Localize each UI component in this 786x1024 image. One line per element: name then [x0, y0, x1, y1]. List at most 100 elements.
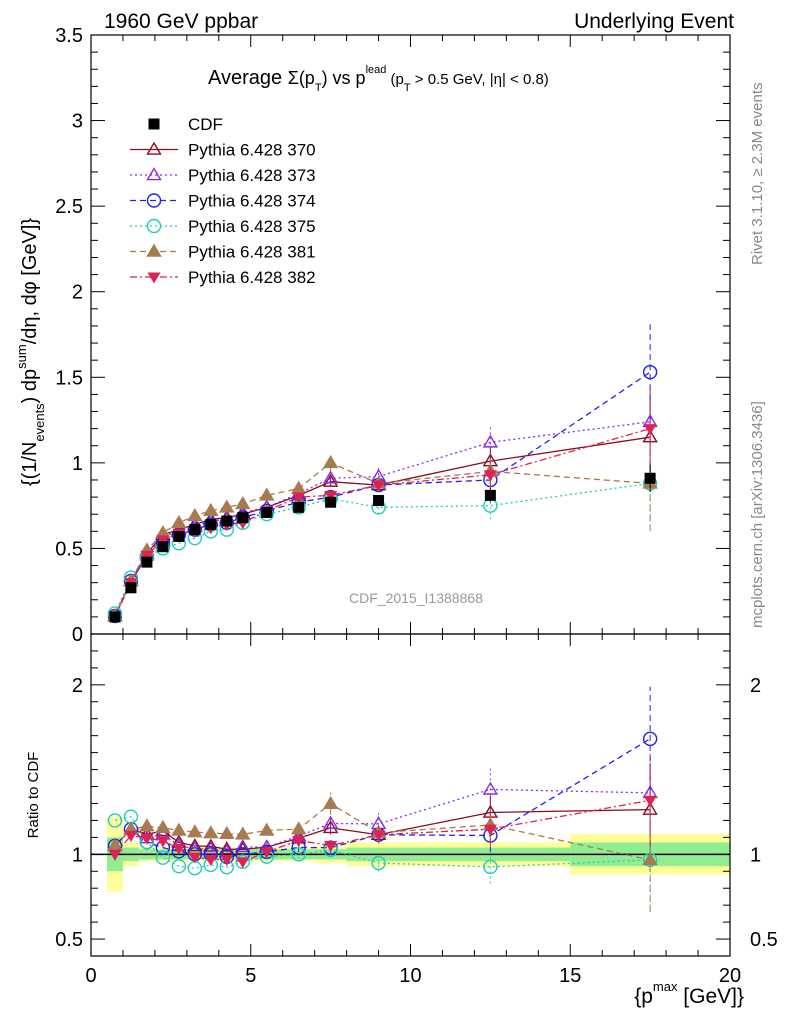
ratio-point-3 — [291, 847, 306, 862]
ratio-point-5 — [372, 830, 386, 842]
data-point — [484, 489, 496, 501]
y-axis-label-events: events — [32, 403, 47, 442]
main-panel: 0 0.5 1 1.5 2 2.5 3 3.5 — [55, 25, 731, 646]
series-line-4 — [114, 462, 651, 617]
ratio-series-line-3 — [114, 815, 651, 869]
ratio-point-3 — [155, 850, 171, 865]
data-point — [173, 530, 185, 542]
ratio-panel: 0 5 10 15 200.5 0.51 12 2 — [55, 35, 778, 987]
ratio-point-4 — [203, 825, 219, 839]
ratio-point-5 — [124, 830, 138, 842]
y-tick-label: 1 — [72, 453, 83, 475]
plot-title-prefix: Average — [208, 67, 288, 89]
series-point-4 — [171, 514, 187, 529]
data-point — [109, 611, 121, 623]
y-axis-label: {(1/Nevents) dpsum/dη, dφ [GeV]} — [14, 218, 47, 487]
ratio-series-line-4 — [114, 802, 651, 861]
rivet-note: Rivet 3.1.10, ≥ 2.3M events — [749, 83, 766, 266]
series-point-4 — [322, 454, 339, 469]
x-tick-label: 20 — [719, 965, 741, 987]
ratio-point-5 — [260, 847, 274, 859]
legend: CDF Pythia 6.428 370 Pythia 6.428 373 Pythi… — [130, 115, 316, 287]
ratio-point-5 — [140, 833, 154, 845]
data-point — [644, 472, 656, 484]
plot-title: Average Σ(pT) vs plead (pT > 0.5 GeV, |η… — [208, 64, 549, 94]
legend-marker — [148, 118, 160, 130]
ratio-point-5 — [236, 857, 250, 869]
ratio-point-4 — [259, 822, 275, 836]
y-tick-label: 1.5 — [55, 367, 83, 389]
data-point — [373, 495, 385, 507]
ratio-point-4 — [187, 824, 203, 838]
ratio-point-3 — [171, 859, 187, 874]
ratio-point-0 — [219, 841, 235, 855]
series-point-4 — [187, 508, 203, 522]
ratio-point-4 — [155, 819, 171, 833]
ratio-point-5 — [108, 849, 122, 861]
plot-title-sub: T — [315, 82, 322, 94]
ratio-point-5 — [204, 855, 218, 867]
ratio-point-0 — [322, 820, 339, 834]
x-tick-label: 10 — [399, 965, 421, 987]
y-tick-label: 3 — [72, 111, 83, 133]
x-axis-label-b: [GeV]} — [677, 985, 744, 1008]
legend-marker — [146, 218, 162, 234]
ratio-point-5 — [643, 795, 657, 807]
series-point-4 — [203, 502, 219, 517]
y-axis-label-b: ) dp — [19, 369, 41, 403]
plot-title-tail: (p — [386, 71, 404, 88]
series-point-4 — [259, 487, 275, 501]
plot-title-sub2: T — [404, 82, 411, 94]
legend-marker — [146, 193, 162, 208]
plot-title-tail2: > 0.5 GeV, |η| < 0.8) — [411, 71, 549, 88]
ratio-point-4 — [139, 818, 155, 832]
y-axis-label-a: {(1/N — [19, 442, 41, 486]
ratio-point-3 — [107, 813, 123, 828]
ratio-y-tick-label: 1 — [72, 844, 83, 866]
x-axis-label: {pmax [GeV]} — [634, 979, 744, 1008]
y-tick-label: 2.5 — [55, 196, 83, 218]
ratio-point-3 — [371, 855, 386, 871]
y-tick-label: 0 — [72, 624, 83, 646]
ratio-point-1 — [482, 781, 499, 795]
x-axis-label-a: {p — [634, 985, 653, 1008]
series-point-0 — [642, 429, 658, 443]
main-frame — [90, 34, 731, 635]
header-left: 1960 GeV ppbar — [104, 10, 258, 33]
series-point-4 — [235, 496, 251, 510]
legend-marker — [146, 167, 162, 181]
x-axis-label-max: max — [653, 979, 678, 994]
series-line-5 — [114, 428, 651, 618]
legend-marker — [146, 141, 162, 155]
series-point-5 — [156, 535, 170, 547]
plot-title-mid: ) vs p — [322, 68, 366, 88]
ratio-point-3 — [187, 861, 203, 876]
ratio-point-0 — [203, 838, 219, 852]
series-point-5 — [643, 424, 657, 436]
data-point — [237, 512, 249, 524]
data-point — [261, 506, 273, 518]
ratio-series-line-0 — [114, 808, 651, 850]
ratio-point-1 — [235, 838, 251, 853]
y-axis-label-c: /dη, dφ [GeV]} — [19, 218, 41, 345]
data-point — [189, 524, 201, 536]
series-point-0 — [322, 473, 339, 487]
data-point — [157, 541, 169, 553]
mcplots-note: mcplots.cern.ch [arXiv:1306.3436] — [749, 401, 766, 628]
ratio-series-line-1 — [114, 788, 651, 853]
data-point — [293, 501, 305, 513]
ratio-point-4 — [322, 795, 339, 809]
ratio-y-tick-label-right: 1 — [750, 844, 761, 866]
x-tick-label: 15 — [559, 965, 581, 987]
legend-marker — [147, 272, 161, 284]
ratio-point-2 — [642, 731, 658, 747]
series-point-1 — [482, 434, 499, 448]
ratio-y-tick-label-right: 0.5 — [750, 929, 778, 951]
series-point-5 — [483, 470, 497, 482]
legend-label: Pythia 6.428 370 — [188, 141, 316, 160]
series-point-5 — [140, 550, 154, 562]
ratio-point-5 — [172, 843, 186, 855]
header-right: Underlying Event — [574, 10, 734, 33]
ratio-point-1 — [322, 815, 339, 829]
